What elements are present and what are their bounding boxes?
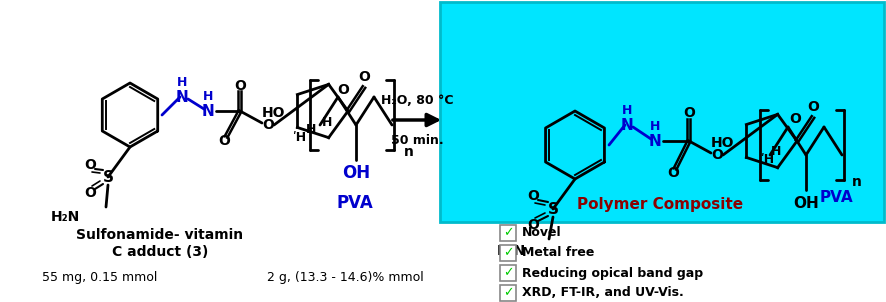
Text: HO: HO xyxy=(262,105,285,120)
Text: OH: OH xyxy=(342,164,370,182)
Text: ✓: ✓ xyxy=(502,246,513,259)
Text: ✓: ✓ xyxy=(502,287,513,300)
Text: S: S xyxy=(548,201,558,217)
Text: N: N xyxy=(649,133,661,149)
Text: n: n xyxy=(852,175,862,189)
Text: H: H xyxy=(307,123,316,136)
Text: N: N xyxy=(175,89,189,104)
Text: OH: OH xyxy=(793,195,819,210)
Text: H: H xyxy=(622,104,633,117)
Text: O: O xyxy=(84,158,96,172)
Text: O: O xyxy=(683,106,695,120)
Text: H₂O, 80 °C: H₂O, 80 °C xyxy=(381,94,454,107)
Text: O: O xyxy=(527,189,539,203)
Text: ʹH: ʹH xyxy=(292,131,307,144)
Text: O: O xyxy=(84,186,96,200)
Bar xyxy=(500,285,516,301)
Text: H: H xyxy=(649,120,660,133)
Text: H: H xyxy=(203,91,214,104)
Text: Novel: Novel xyxy=(522,226,562,239)
Text: S: S xyxy=(103,169,113,185)
Text: PVA: PVA xyxy=(820,191,853,205)
Text: ✓: ✓ xyxy=(502,226,513,239)
Text: H₂N: H₂N xyxy=(497,244,526,258)
Text: H₂N: H₂N xyxy=(51,210,80,224)
Bar xyxy=(500,265,516,281)
Text: O: O xyxy=(789,112,801,126)
Text: O: O xyxy=(338,83,349,97)
Text: PVA: PVA xyxy=(337,194,373,212)
Text: ʹH: ʹH xyxy=(760,153,774,166)
Bar xyxy=(440,2,884,222)
Text: Polymer Composite: Polymer Composite xyxy=(577,198,743,213)
Bar xyxy=(500,245,516,261)
Text: H: H xyxy=(177,76,187,89)
Text: N: N xyxy=(620,117,633,133)
Text: O: O xyxy=(262,118,274,132)
Text: O: O xyxy=(527,218,539,232)
Text: Reducing opical band gap: Reducing opical band gap xyxy=(522,266,703,279)
Text: O: O xyxy=(218,134,230,148)
Text: n: n xyxy=(404,145,414,159)
Text: H: H xyxy=(771,145,781,158)
Text: Sulfonamide- vitamin: Sulfonamide- vitamin xyxy=(76,228,244,242)
Text: ✓: ✓ xyxy=(502,266,513,279)
Text: N: N xyxy=(202,104,214,118)
Text: O: O xyxy=(667,166,679,180)
Bar xyxy=(500,225,516,241)
Text: XRD, FT-IR, and UV-Vis.: XRD, FT-IR, and UV-Vis. xyxy=(522,287,684,300)
Text: Metal free: Metal free xyxy=(522,246,595,259)
Text: O: O xyxy=(711,148,723,162)
Text: 55 mg, 0.15 mmol: 55 mg, 0.15 mmol xyxy=(43,271,158,284)
Text: H: H xyxy=(322,116,332,129)
Text: O: O xyxy=(234,79,246,93)
Text: 50 min.: 50 min. xyxy=(391,133,443,146)
Text: 2 g, (13.3 - 14.6)% mmol: 2 g, (13.3 - 14.6)% mmol xyxy=(267,271,424,284)
Text: O: O xyxy=(358,70,370,84)
Text: O: O xyxy=(807,100,819,114)
Text: HO: HO xyxy=(711,136,734,149)
Text: C adduct (3): C adduct (3) xyxy=(112,245,208,259)
